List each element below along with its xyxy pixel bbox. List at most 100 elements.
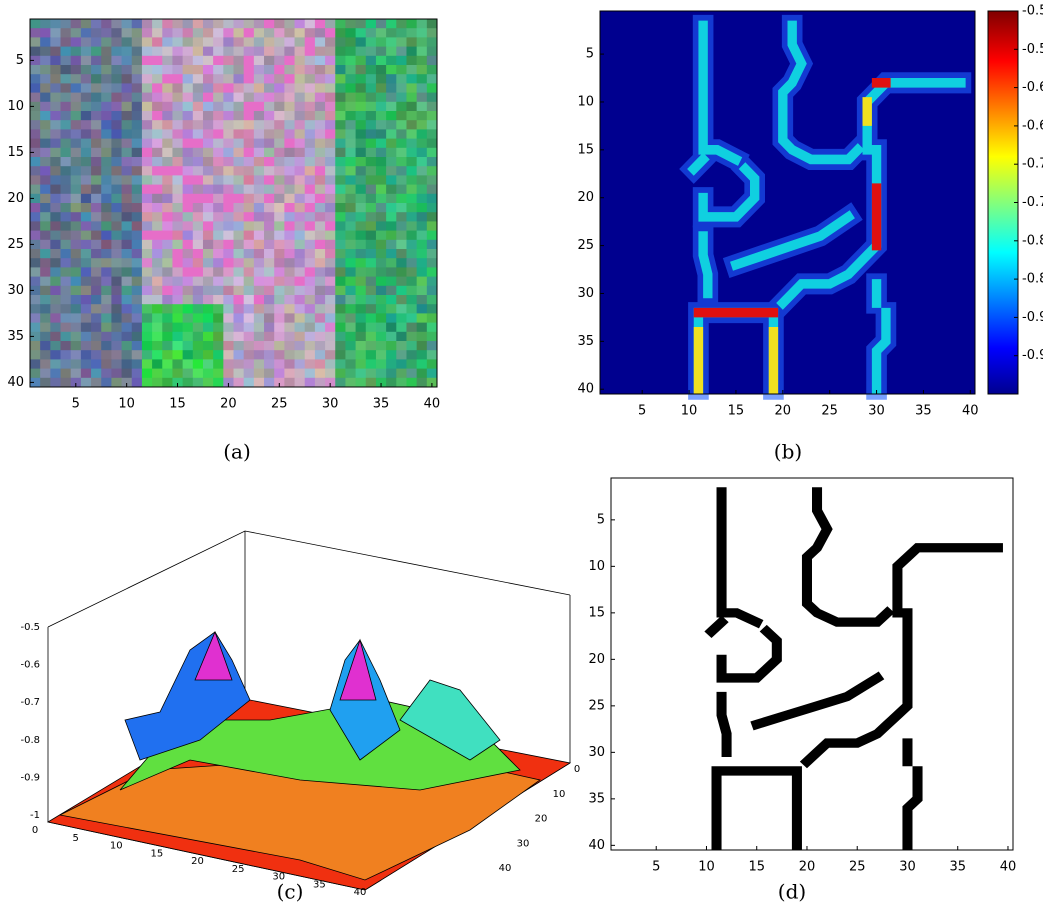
pixel [315, 120, 326, 130]
pixel [264, 83, 275, 93]
pixel [142, 102, 153, 112]
pixel [122, 93, 133, 103]
pixel [172, 304, 183, 314]
pixel [50, 129, 61, 139]
pixel [386, 65, 397, 75]
pixel [203, 286, 214, 296]
pixel [396, 267, 407, 277]
pixel [183, 359, 194, 369]
pixel [386, 194, 397, 204]
pixel [91, 111, 102, 121]
pixel [132, 249, 143, 259]
pixel [213, 203, 224, 213]
pixel [345, 120, 356, 130]
pixel [162, 37, 173, 47]
pixel [427, 313, 438, 323]
pixel [345, 157, 356, 167]
pixel [40, 258, 51, 268]
pixel [111, 267, 122, 277]
pixel [406, 258, 417, 268]
pixel [325, 93, 336, 103]
pixel [366, 194, 377, 204]
pixel [295, 28, 306, 38]
pixel [101, 83, 112, 93]
pixel [142, 313, 153, 323]
pixel [295, 19, 306, 29]
pixel [142, 74, 153, 84]
pixel [132, 369, 143, 379]
pixel [295, 129, 306, 139]
pixel [30, 129, 41, 139]
pixel [111, 19, 122, 29]
pixel [356, 102, 367, 112]
pixel [152, 83, 163, 93]
pixel [30, 203, 41, 213]
pixel [376, 37, 387, 47]
pixel [305, 37, 316, 47]
pixel [162, 28, 173, 38]
pixel [345, 148, 356, 158]
pixel [254, 120, 265, 130]
pixel [132, 56, 143, 66]
pixel [91, 194, 102, 204]
pixel [376, 350, 387, 360]
pixel [366, 28, 377, 38]
pixel [406, 194, 417, 204]
pixel [396, 120, 407, 130]
pixel [366, 221, 377, 231]
pixel [325, 350, 336, 360]
pixel [284, 175, 295, 185]
pixel [386, 369, 397, 379]
pixel [244, 111, 255, 121]
pixel [244, 74, 255, 84]
pixel [183, 323, 194, 333]
pixel [427, 47, 438, 57]
pixel [162, 139, 173, 149]
pixel [111, 369, 122, 379]
pixel [40, 267, 51, 277]
pixel [91, 56, 102, 66]
y-tick-label: 40 [577, 382, 594, 397]
pixel [203, 19, 214, 29]
pixel [152, 74, 163, 84]
pixel [335, 240, 346, 250]
pixel [366, 323, 377, 333]
pixel [81, 240, 92, 250]
pixel [345, 359, 356, 369]
pixel [40, 286, 51, 296]
pixel [335, 203, 346, 213]
pixel [101, 203, 112, 213]
pixel [305, 194, 316, 204]
pixel [223, 369, 234, 379]
pixel [162, 313, 173, 323]
pixel [244, 37, 255, 47]
pixel [203, 359, 214, 369]
pixel [40, 148, 51, 158]
pixel [91, 231, 102, 241]
pixel [152, 369, 163, 379]
pixel [61, 111, 72, 121]
pixel [162, 332, 173, 342]
pixel [406, 304, 417, 314]
pixel [274, 295, 285, 305]
pixel [274, 231, 285, 241]
pixel [132, 203, 143, 213]
pixel [264, 286, 275, 296]
pixel [274, 212, 285, 222]
pixel [71, 194, 82, 204]
pixel [366, 231, 377, 241]
pixel [122, 111, 133, 121]
colorbar-tick-label: -0.85 [1022, 272, 1043, 287]
pixel [284, 129, 295, 139]
pixel [132, 93, 143, 103]
pixel [406, 120, 417, 130]
pixel [284, 231, 295, 241]
pixel [142, 203, 153, 213]
pixel [396, 28, 407, 38]
pixel [295, 258, 306, 268]
pixel [376, 332, 387, 342]
pixel [183, 102, 194, 112]
pixel [295, 37, 306, 47]
pixel [40, 194, 51, 204]
pixel [91, 166, 102, 176]
